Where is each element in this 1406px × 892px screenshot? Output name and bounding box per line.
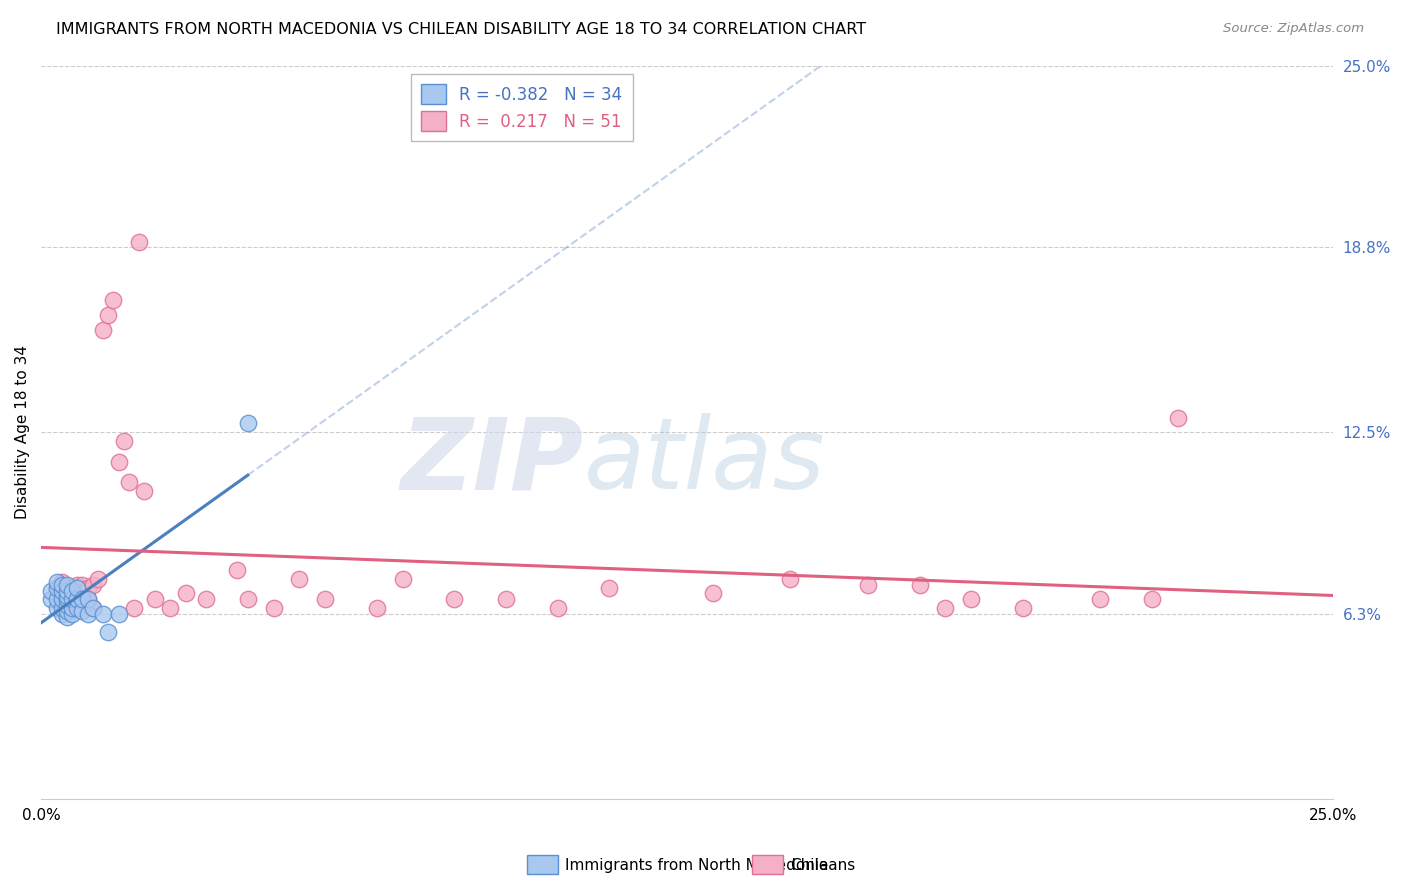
Point (45, 592, 67, 607)
Text: Immigrants from North Macedonia: Immigrants from North Macedonia (565, 858, 828, 872)
Point (908, 577, 931, 591)
Point (66, 601, 89, 615)
Text: IMMIGRANTS FROM NORTH MACEDONIA VS CHILEAN DISABILITY AGE 18 TO 34 CORRELATION C: IMMIGRANTS FROM NORTH MACEDONIA VS CHILE… (56, 22, 866, 37)
Point (51, 574, 73, 589)
Text: atlas: atlas (583, 413, 825, 510)
Point (236, 592, 259, 607)
Point (443, 592, 465, 607)
Point (1167, 410, 1189, 425)
Point (1012, 601, 1035, 615)
Point (159, 601, 181, 615)
Text: Chileans: Chileans (790, 858, 855, 872)
Point (51, 592, 73, 607)
Point (56, 601, 79, 615)
Point (314, 592, 336, 607)
Point (66, 592, 89, 607)
Y-axis label: Disability Age 18 to 34: Disability Age 18 to 34 (15, 345, 30, 519)
Point (66, 577, 89, 591)
Point (82, 601, 104, 615)
Point (134, 483, 156, 498)
Point (174, 586, 197, 600)
Point (122, 601, 145, 615)
Point (236, 417, 259, 431)
Point (76, 592, 98, 607)
Point (60, 581, 83, 595)
Point (288, 572, 311, 586)
Point (118, 475, 141, 489)
Point (934, 601, 956, 615)
Point (547, 601, 569, 615)
Point (45, 574, 67, 589)
Point (107, 454, 129, 468)
Point (702, 586, 724, 600)
Point (856, 577, 879, 591)
Point (56, 583, 79, 598)
Point (82, 601, 104, 615)
Point (76, 607, 98, 621)
Point (391, 572, 413, 586)
Point (91, 607, 114, 621)
Point (97, 624, 120, 639)
Point (41, 592, 63, 607)
Text: ZIP: ZIP (401, 413, 583, 510)
Point (1140, 592, 1163, 607)
Point (60, 592, 83, 607)
Point (60, 601, 83, 615)
Point (51, 577, 73, 591)
Point (45, 581, 67, 595)
Point (56, 590, 79, 604)
Point (112, 434, 135, 448)
Point (45, 581, 67, 595)
Point (51, 592, 73, 607)
Point (45, 601, 67, 615)
Point (60, 607, 83, 621)
Point (76, 592, 98, 607)
Point (263, 601, 285, 615)
Text: Source: ZipAtlas.com: Source: ZipAtlas.com (1223, 22, 1364, 36)
Point (66, 581, 89, 595)
Point (91, 322, 114, 336)
Point (495, 592, 517, 607)
Point (598, 581, 620, 595)
Point (72, 592, 94, 607)
Point (107, 607, 129, 621)
Point (72, 604, 94, 618)
Point (56, 598, 79, 612)
Point (226, 563, 249, 577)
Point (103, 293, 125, 308)
Point (779, 572, 801, 586)
Point (41, 583, 63, 598)
Point (87, 572, 110, 586)
Point (56, 592, 79, 607)
Point (1090, 592, 1112, 607)
Legend: R = -0.382   N = 34, R =  0.217   N = 51: R = -0.382 N = 34, R = 0.217 N = 51 (411, 74, 633, 141)
Point (72, 601, 94, 615)
Point (51, 607, 73, 621)
Point (960, 592, 983, 607)
Point (76, 581, 98, 595)
Point (60, 583, 83, 598)
Point (56, 592, 79, 607)
Point (82, 577, 104, 591)
Point (97, 308, 120, 322)
Point (128, 235, 150, 249)
Point (366, 601, 388, 615)
Point (51, 601, 73, 615)
Point (66, 592, 89, 607)
Point (56, 577, 79, 591)
Point (72, 577, 94, 591)
Point (143, 592, 166, 607)
Point (56, 610, 79, 624)
Point (51, 583, 73, 598)
Point (56, 581, 79, 595)
Point (56, 604, 79, 618)
Point (60, 601, 83, 615)
Point (195, 592, 218, 607)
